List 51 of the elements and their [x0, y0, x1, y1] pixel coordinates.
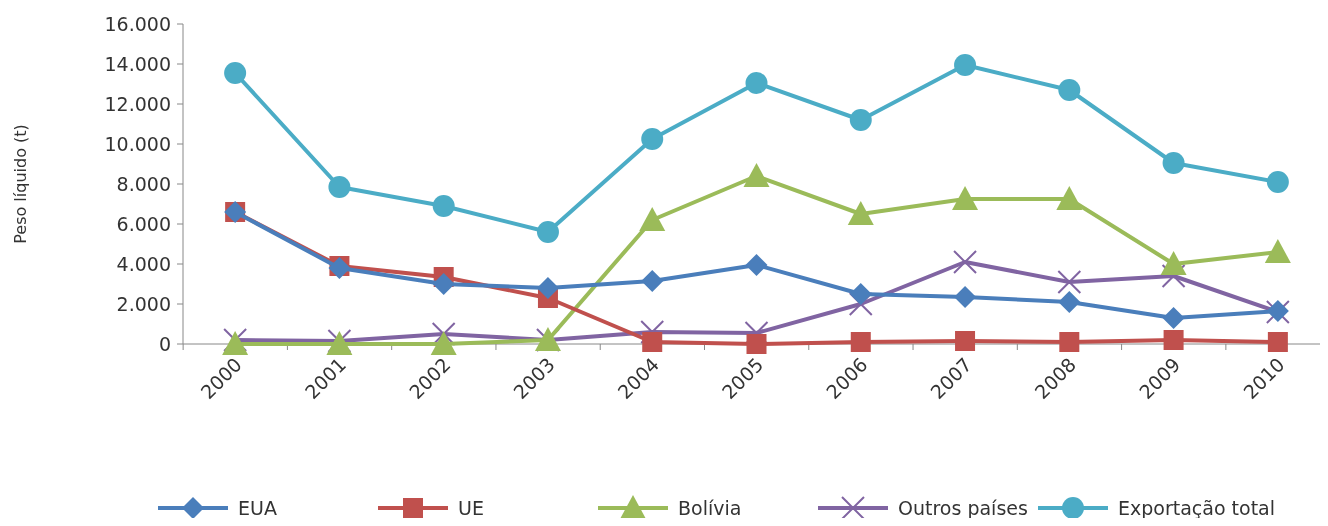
- y-tick-label: 6.000: [116, 212, 171, 235]
- legend-label: Outros países: [898, 496, 1028, 519]
- y-tick-label: 8.000: [116, 172, 171, 195]
- point: [1267, 332, 1288, 352]
- point: [642, 332, 663, 352]
- point: [1058, 291, 1081, 313]
- y-axis-title: Peso líquido (t): [11, 124, 30, 244]
- y-tick-label: 16.000: [104, 12, 171, 35]
- legend-label: EUA: [238, 496, 277, 519]
- point: [1057, 270, 1082, 294]
- point: [745, 72, 768, 94]
- y-tick-label: 10.000: [104, 132, 171, 155]
- point: [1160, 251, 1187, 275]
- legend-label: UE: [458, 496, 484, 519]
- point: [1162, 307, 1185, 329]
- y-tick-label: 14.000: [104, 52, 171, 75]
- point: [536, 221, 559, 243]
- point: [536, 277, 559, 299]
- point: [432, 273, 455, 295]
- y-tick-label: 0: [158, 332, 171, 355]
- point: [432, 195, 455, 217]
- point: [1059, 332, 1080, 352]
- point: [953, 250, 978, 274]
- y-tick-label: 2.000: [116, 292, 171, 315]
- point: [850, 332, 871, 352]
- point: [954, 54, 977, 76]
- point: [746, 334, 767, 354]
- y-tick-label: 12.000: [104, 92, 171, 115]
- point: [430, 331, 457, 355]
- point: [639, 207, 666, 231]
- point: [641, 270, 664, 292]
- point: [328, 176, 351, 198]
- point: [849, 283, 872, 305]
- point: [1162, 152, 1185, 174]
- point: [954, 286, 977, 308]
- point: [1056, 186, 1083, 210]
- legend-label: Bolívia: [678, 496, 742, 519]
- point: [224, 62, 247, 84]
- point: [743, 163, 770, 187]
- point: [955, 331, 976, 351]
- point: [641, 128, 664, 150]
- point: [952, 186, 979, 210]
- point: [1163, 330, 1184, 350]
- legend-label: Exportação total: [1118, 496, 1276, 519]
- point: [745, 254, 768, 276]
- y-tick-label: 4.000: [116, 252, 171, 275]
- point: [1264, 239, 1291, 263]
- point: [1058, 79, 1081, 101]
- point: [849, 109, 872, 131]
- point: [847, 201, 874, 225]
- point: [1266, 171, 1289, 193]
